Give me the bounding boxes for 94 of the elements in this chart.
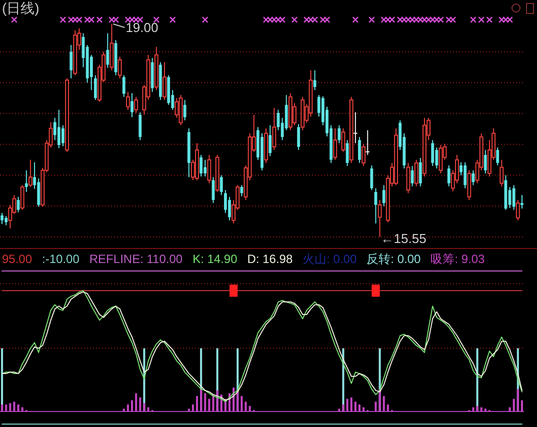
candlestick [297, 124, 300, 150]
bar [374, 402, 377, 412]
bar [9, 403, 12, 412]
candlestick [138, 112, 142, 141]
bar [240, 396, 243, 412]
series-label: REFLINE: 110.00 [89, 252, 183, 266]
candlestick [200, 154, 203, 177]
text: :-10.00 [42, 252, 80, 266]
bar [472, 407, 474, 412]
candlestick [224, 190, 227, 214]
candlestick [204, 159, 207, 177]
candlestick [0, 212, 4, 225]
legend-label: 火山: 0.00 [302, 252, 357, 266]
candlestick [106, 32, 110, 68]
bar [139, 397, 142, 412]
bar [358, 404, 361, 412]
bar [196, 396, 198, 412]
bar [200, 389, 202, 412]
candlestick [70, 44, 73, 79]
bar [354, 402, 356, 412]
bar [350, 397, 352, 412]
annotation: 19.00 [126, 20, 158, 35]
bar [386, 404, 389, 412]
bar [204, 393, 206, 412]
text: D: 16.98 [247, 252, 293, 266]
candlestick [418, 157, 422, 187]
candlestick [228, 196, 231, 221]
candlestick [464, 162, 467, 189]
bar [192, 404, 194, 412]
bar [476, 406, 478, 412]
bar [1, 404, 4, 412]
candlestick [220, 174, 223, 196]
bar [208, 398, 210, 412]
candlestick [447, 164, 450, 187]
bar [131, 400, 134, 412]
candlestick [313, 70, 316, 91]
bar [135, 393, 138, 412]
bar [248, 406, 251, 412]
candlestick [4, 216, 8, 226]
candlestick [118, 56, 122, 79]
candlestick [57, 109, 60, 149]
bar [342, 404, 344, 412]
bar [480, 407, 482, 412]
candlestick [435, 146, 438, 169]
candlestick [484, 149, 487, 174]
bar [126, 404, 129, 412]
candlestick [410, 166, 414, 187]
bar [512, 398, 515, 412]
bar [382, 396, 385, 412]
candlestick [240, 184, 244, 197]
bar [346, 398, 348, 412]
candlestick [512, 184, 516, 210]
candlestick [358, 136, 361, 164]
candlestick [24, 170, 28, 192]
text: 反转: 0.00 [366, 252, 422, 266]
text: 95.00 [2, 252, 32, 266]
candlestick [110, 24, 114, 71]
candlestick [431, 140, 434, 166]
text: K: 14.90 [192, 252, 238, 266]
candlestick [62, 124, 64, 147]
bar [338, 408, 340, 412]
candlestick [378, 199, 382, 238]
bar [143, 403, 146, 412]
bar [484, 408, 486, 412]
candlestick [183, 99, 186, 121]
bar [520, 400, 523, 412]
chart-title: (日线) [2, 0, 40, 16]
candlestick [346, 140, 349, 166]
bar [21, 407, 24, 412]
candlestick [370, 164, 374, 191]
candlestick [94, 74, 97, 100]
bar [244, 402, 247, 412]
candlestick [496, 146, 500, 166]
bar [188, 408, 190, 412]
candlestick [382, 184, 386, 207]
bar [5, 404, 8, 412]
candlestick [268, 124, 272, 157]
bar [17, 404, 20, 412]
text: 吸筹: 9.03 [430, 252, 486, 266]
candlestick [53, 117, 56, 141]
candlestick [207, 154, 212, 184]
candlestick [520, 194, 524, 210]
annotation: ←15.55 [380, 231, 426, 246]
bar [13, 402, 16, 412]
candlestick [130, 92, 134, 118]
candlestick [126, 91, 130, 110]
bar [516, 389, 519, 412]
bar [362, 407, 365, 412]
candlestick [37, 178, 40, 208]
bar [147, 407, 150, 412]
candlestick [122, 74, 126, 98]
bar [122, 408, 125, 412]
bar [508, 407, 511, 412]
candlestick [338, 124, 341, 144]
